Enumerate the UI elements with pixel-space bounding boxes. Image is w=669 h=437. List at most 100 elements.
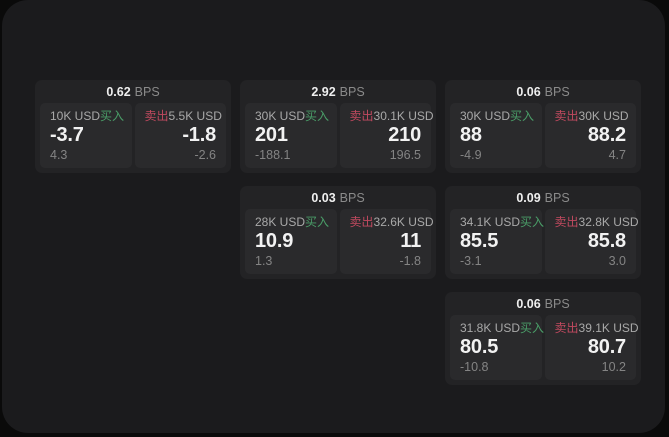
card-body: 30K USD 买入 88 -4.9 卖出 30K USD 88.2 4.7 — [445, 103, 641, 173]
buy-delta: -188.1 — [255, 148, 291, 162]
buy-delta: -10.8 — [460, 360, 489, 374]
buy-delta: -4.9 — [460, 148, 482, 162]
card-header: 0.09 BPS — [445, 186, 641, 209]
quote-card: 2.92 BPS 30K USD 买入 201 -188.1 卖出 30.1K … — [240, 80, 436, 173]
sell-cell[interactable]: 卖出 39.1K USD 80.7 10.2 — [544, 315, 639, 380]
buy-cell[interactable]: 28K USD 买入 10.9 1.3 — [245, 209, 337, 274]
bps-value: 0.62 — [106, 84, 131, 99]
sell-cell[interactable]: 卖出 30.1K USD 210 196.5 — [339, 103, 434, 168]
card-body: 28K USD 买入 10.9 1.3 卖出 32.6K USD 11 -1.8 — [240, 209, 436, 279]
buy-price: 201 — [255, 124, 288, 146]
buy-price: 88 — [460, 124, 482, 146]
quote-card: 0.09 BPS 34.1K USD 买入 85.5 -3.1 卖出 32.8K… — [445, 186, 641, 279]
sell-delta: 3.0 — [608, 254, 626, 268]
buy-side-label: 买入 — [305, 109, 330, 123]
bps-unit-label: BPS — [544, 190, 570, 205]
sell-delta: -2.6 — [194, 148, 216, 162]
buy-delta: 4.3 — [50, 148, 68, 162]
quote-card: 0.06 BPS 30K USD 买入 88 -4.9 卖出 30K USD 8… — [445, 80, 641, 173]
buy-side-label: 买入 — [520, 321, 545, 335]
buy-amount: 28K USD — [255, 215, 306, 229]
sell-amount: 30K USD — [578, 109, 629, 123]
sell-side-label: 卖出 — [554, 215, 579, 229]
buy-cell-top: 10K USD 买入 — [50, 109, 125, 123]
buy-price: 80.5 — [460, 336, 499, 358]
buy-price: 10.9 — [255, 230, 294, 252]
card-header: 0.03 BPS — [240, 186, 436, 209]
buy-cell-top: 34.1K USD 买入 — [460, 215, 544, 229]
sell-price: 210 — [388, 124, 421, 146]
sell-side-label: 卖出 — [554, 321, 579, 335]
card-body: 34.1K USD 买入 85.5 -3.1 卖出 32.8K USD 85.8… — [445, 209, 641, 279]
bps-unit-label: BPS — [134, 84, 160, 99]
buy-amount: 34.1K USD — [460, 215, 521, 229]
sell-price: 85.8 — [587, 230, 626, 252]
sell-amount: 32.8K USD — [578, 215, 639, 229]
sell-delta: 10.2 — [601, 360, 626, 374]
card-header: 0.06 BPS — [445, 80, 641, 103]
sell-side-label: 卖出 — [144, 109, 169, 123]
sell-cell[interactable]: 卖出 32.8K USD 85.8 3.0 — [544, 209, 639, 274]
card-header: 0.62 BPS — [35, 80, 231, 103]
bps-unit-label: BPS — [544, 84, 570, 99]
buy-cell-top: 31.8K USD 买入 — [460, 321, 544, 335]
buy-cell[interactable]: 34.1K USD 买入 85.5 -3.1 — [450, 209, 544, 274]
quote-card: 0.06 BPS 31.8K USD 买入 80.5 -10.8 卖出 39.1… — [445, 292, 641, 385]
buy-side-label: 买入 — [520, 215, 545, 229]
sell-price: 80.7 — [587, 336, 626, 358]
buy-cell[interactable]: 30K USD 买入 201 -188.1 — [245, 103, 337, 168]
sell-cell-top: 卖出 30.1K USD — [349, 109, 434, 123]
sell-cell-top: 卖出 32.6K USD — [349, 215, 434, 229]
bps-value: 2.92 — [311, 84, 336, 99]
sell-amount: 32.6K USD — [373, 215, 434, 229]
sell-amount: 5.5K USD — [168, 109, 222, 123]
buy-delta: 1.3 — [255, 254, 273, 268]
buy-cell-top: 30K USD 买入 — [255, 109, 330, 123]
buy-cell[interactable]: 31.8K USD 买入 80.5 -10.8 — [450, 315, 544, 380]
buy-side-label: 买入 — [305, 215, 330, 229]
buy-price: -3.7 — [50, 124, 84, 146]
buy-cell[interactable]: 30K USD 买入 88 -4.9 — [450, 103, 542, 168]
buy-amount: 30K USD — [255, 109, 306, 123]
sell-cell[interactable]: 卖出 5.5K USD -1.8 -2.6 — [134, 103, 226, 168]
buy-amount: 31.8K USD — [460, 321, 521, 335]
sell-cell[interactable]: 卖出 32.6K USD 11 -1.8 — [339, 209, 434, 274]
card-body: 30K USD 买入 201 -188.1 卖出 30.1K USD 210 1… — [240, 103, 436, 173]
bps-value: 0.03 — [311, 190, 336, 205]
sell-cell-top: 卖出 39.1K USD — [554, 321, 639, 335]
sell-cell-top: 卖出 30K USD — [555, 109, 629, 123]
quote-cards-grid: 0.62 BPS 10K USD 买入 -3.7 4.3 卖出 5.5K USD… — [35, 80, 641, 385]
buy-side-label: 买入 — [100, 109, 125, 123]
card-header: 2.92 BPS — [240, 80, 436, 103]
quote-card: 0.03 BPS 28K USD 买入 10.9 1.3 卖出 32.6K US… — [240, 186, 436, 279]
card-body: 10K USD 买入 -3.7 4.3 卖出 5.5K USD -1.8 -2.… — [35, 103, 231, 173]
sell-delta: 196.5 — [389, 148, 421, 162]
sell-price: 88.2 — [587, 124, 626, 146]
card-header: 0.06 BPS — [445, 292, 641, 315]
bps-unit-label: BPS — [544, 296, 570, 311]
buy-cell-top: 28K USD 买入 — [255, 215, 330, 229]
sell-side-label: 卖出 — [349, 215, 374, 229]
sell-side-label: 卖出 — [349, 109, 374, 123]
bps-value: 0.06 — [516, 296, 541, 311]
buy-cell[interactable]: 10K USD 买入 -3.7 4.3 — [40, 103, 132, 168]
buy-side-label: 买入 — [510, 109, 535, 123]
buy-price: 85.5 — [460, 230, 499, 252]
buy-delta: -3.1 — [460, 254, 482, 268]
bps-value: 0.06 — [516, 84, 541, 99]
buy-cell-top: 30K USD 买入 — [460, 109, 535, 123]
sell-price: 11 — [400, 230, 421, 252]
card-body: 31.8K USD 买入 80.5 -10.8 卖出 39.1K USD 80.… — [445, 315, 641, 385]
sell-cell-top: 卖出 32.8K USD — [554, 215, 639, 229]
sell-amount: 30.1K USD — [373, 109, 434, 123]
bps-unit-label: BPS — [339, 190, 365, 205]
sell-delta: 4.7 — [608, 148, 626, 162]
buy-amount: 10K USD — [50, 109, 101, 123]
bps-value: 0.09 — [516, 190, 541, 205]
buy-amount: 30K USD — [460, 109, 511, 123]
sell-cell-top: 卖出 5.5K USD — [144, 109, 222, 123]
sell-cell[interactable]: 卖出 30K USD 88.2 4.7 — [544, 103, 636, 168]
quote-card: 0.62 BPS 10K USD 买入 -3.7 4.3 卖出 5.5K USD… — [35, 80, 231, 173]
sell-amount: 39.1K USD — [578, 321, 639, 335]
